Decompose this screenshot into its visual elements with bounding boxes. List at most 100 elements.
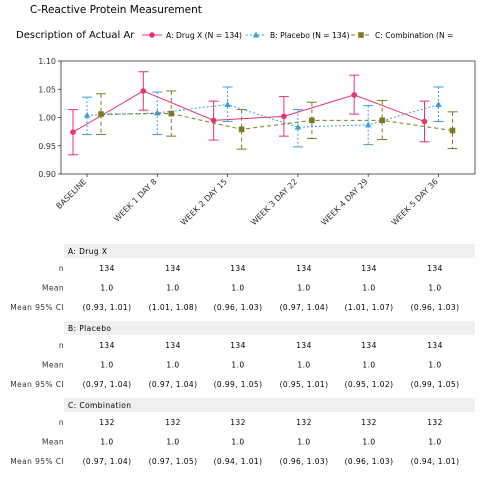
table-group-header-bg [64, 398, 475, 412]
table-cell: 1.0 [362, 361, 375, 370]
table-cell: (0.93, 1.01) [83, 303, 132, 312]
data-point [421, 118, 428, 125]
table-group-header: B: Placebo [68, 324, 111, 333]
table-cell: 1.0 [166, 361, 179, 370]
table-cell: 1.0 [100, 284, 113, 293]
table-cell: 1.0 [231, 361, 244, 370]
table-cell: 132 [99, 418, 115, 427]
data-point [98, 111, 104, 117]
table-row-label: Mean 95% CI [10, 457, 64, 466]
chart-title: C-Reactive Protein Measurement [30, 4, 202, 16]
data-point [140, 88, 147, 94]
table-cell: 134 [361, 264, 377, 273]
series-line [86, 103, 439, 128]
table-cell: 1.0 [297, 284, 310, 293]
table-row-label: n [59, 341, 64, 350]
table-cell: (0.96, 1.03) [345, 457, 394, 466]
table-cell: 134 [99, 341, 115, 350]
x-tick-label: BASELINE [55, 177, 89, 211]
series-line [100, 113, 453, 131]
table-row-label: Mean 95% CI [10, 380, 64, 389]
table-cell: 134 [296, 264, 312, 273]
table-cell: 132 [427, 418, 443, 427]
legend-label: C: Combination (N = [375, 31, 453, 40]
data-point [281, 113, 287, 120]
y-tick-label: 0.90 [38, 170, 56, 179]
table-cell: 134 [361, 341, 377, 350]
table-cell: (0.97, 1.05) [149, 457, 198, 466]
table-cell: (0.99, 1.05) [411, 380, 460, 389]
x-tick-label: WEEK 2 DAY 15 [179, 177, 229, 227]
table-cell: 1.0 [231, 438, 244, 447]
table-row-label: Mean [42, 438, 64, 447]
table-cell: (1.01, 1.08) [149, 303, 198, 312]
legend-label: B: Placebo (N = 134) [270, 31, 350, 40]
table-cell: (0.95, 1.01) [280, 380, 329, 389]
table-cell: 134 [230, 341, 246, 350]
legend-label: A: Drug X (N = 134) [166, 31, 242, 40]
table-cell: 1.0 [100, 438, 113, 447]
table-row-label: Mean [42, 361, 64, 370]
series-2 [96, 90, 458, 150]
chart-subtitle: Description of Actual Ar [16, 30, 135, 41]
series-0 [68, 71, 430, 156]
table-cell: 1.0 [166, 284, 179, 293]
summary-table: A: Drug X n 134 134 134 134 134 134 Mean 1.0 1.0 1.… [10, 244, 475, 466]
y-tick-label: 1.05 [38, 85, 56, 94]
table-cell: 132 [296, 418, 312, 427]
legend-marker [149, 32, 155, 38]
table-cell: 132 [361, 418, 377, 427]
table-cell: (0.96, 1.03) [214, 303, 263, 312]
data-point [70, 129, 76, 135]
table-cell: (1.01, 1.07) [345, 303, 394, 312]
data-point [449, 127, 456, 134]
series-1 [82, 86, 444, 148]
table-cell: 1.0 [362, 438, 375, 447]
legend-marker [252, 31, 260, 38]
table-cell: 134 [165, 341, 181, 350]
y-tick-label: 1.10 [38, 57, 56, 66]
table-row-label: Mean [42, 284, 64, 293]
x-tick-label: WEEK 5 DAY 36 [390, 177, 440, 227]
table-cell: 1.0 [231, 284, 244, 293]
legend-marker [358, 32, 364, 38]
table-cell: 1.0 [297, 361, 310, 370]
data-point [309, 117, 315, 124]
data-point [379, 117, 385, 124]
table-cell: 1.0 [297, 438, 310, 447]
data-point [351, 92, 358, 98]
data-point [294, 123, 302, 130]
table-cell: (0.99, 1.05) [214, 380, 263, 389]
table-cell: 132 [165, 418, 181, 427]
table-group-header: C: Combination [68, 401, 131, 410]
y-tick-label: 0.95 [38, 142, 56, 151]
data-point [238, 126, 245, 133]
data-point [435, 101, 442, 108]
table-cell: 1.0 [100, 361, 113, 370]
table-cell: (0.97, 1.04) [149, 380, 198, 389]
table-group-header-bg [64, 244, 475, 258]
table-cell: 134 [296, 341, 312, 350]
data-point [168, 110, 175, 117]
table-cell: 1.0 [428, 284, 441, 293]
table-group-header-bg [64, 321, 475, 335]
table-cell: (0.97, 1.04) [280, 303, 329, 312]
table-row-label: Mean 95% CI [10, 303, 64, 312]
table-row-label: n [59, 418, 64, 427]
table-cell: (0.96, 1.03) [280, 457, 329, 466]
x-tick-label: WEEK 1 DAY 8 [112, 177, 159, 224]
table-cell: (0.94, 1.01) [214, 457, 263, 466]
table-cell: (0.95, 1.02) [345, 380, 394, 389]
table-cell: (0.94, 1.01) [411, 457, 460, 466]
table-cell: (0.97, 1.04) [83, 380, 132, 389]
table-cell: 1.0 [362, 284, 375, 293]
data-point [210, 117, 217, 124]
series-line [72, 90, 425, 133]
x-tick-label: WEEK 4 DAY 29 [319, 177, 369, 227]
table-cell: (0.96, 1.03) [411, 303, 460, 312]
data-point [83, 111, 91, 118]
table-cell: 132 [230, 418, 246, 427]
data-point [365, 121, 372, 128]
